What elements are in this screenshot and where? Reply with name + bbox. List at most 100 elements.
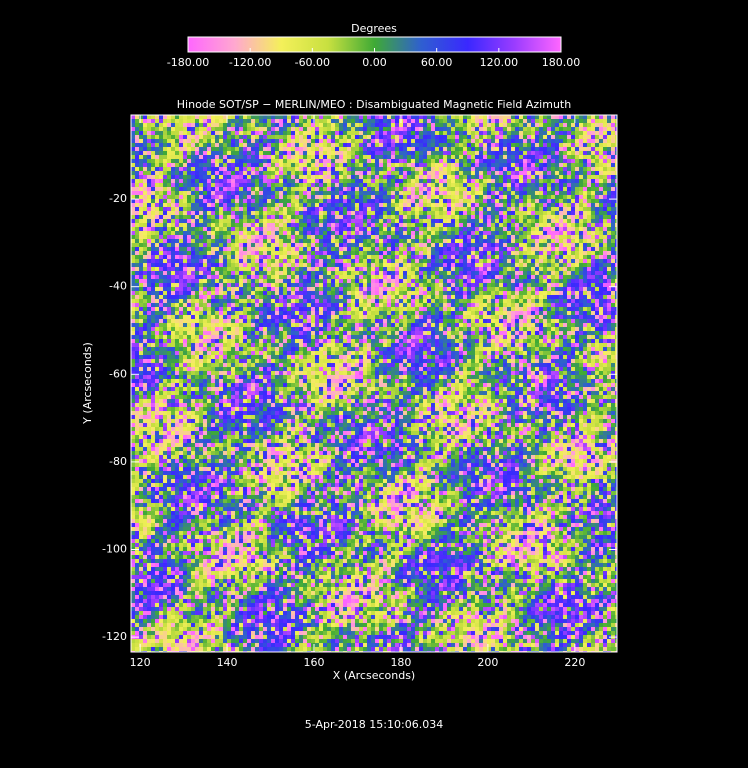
map-cell: [159, 211, 163, 215]
map-cell: [295, 115, 299, 119]
map-cell: [471, 187, 475, 191]
map-cell: [307, 219, 311, 223]
map-cell: [323, 211, 327, 215]
map-cell: [395, 135, 399, 139]
map-cell: [323, 199, 327, 203]
map-cell: [563, 231, 567, 235]
map-cell: [247, 187, 251, 191]
map-cell: [315, 243, 319, 247]
map-cell: [607, 191, 611, 195]
map-cell: [131, 195, 135, 199]
map-cell: [163, 211, 167, 215]
map-cell: [335, 251, 339, 255]
map-cell: [559, 195, 563, 199]
map-cell: [427, 207, 431, 211]
map-cell: [211, 163, 215, 167]
map-cell: [371, 203, 375, 207]
map-cell: [447, 167, 451, 171]
map-cell: [375, 215, 379, 219]
map-cell: [287, 143, 291, 147]
map-cell: [255, 159, 259, 163]
map-cell: [279, 227, 283, 231]
map-cell: [311, 131, 315, 135]
map-cell: [223, 171, 227, 175]
map-cell: [603, 171, 607, 175]
map-cell: [535, 207, 539, 211]
map-cell: [335, 223, 339, 227]
map-cell: [275, 135, 279, 139]
map-cell: [607, 179, 611, 183]
map-cell: [563, 251, 567, 255]
map-cell: [599, 131, 603, 135]
map-cell: [415, 167, 419, 171]
map-cell: [467, 163, 471, 167]
map-cell: [599, 171, 603, 175]
map-cell: [279, 239, 283, 243]
map-cell: [343, 195, 347, 199]
map-cell: [583, 263, 587, 267]
map-cell: [475, 191, 479, 195]
map-cell: [367, 207, 371, 211]
map-cell: [143, 195, 147, 199]
map-cell: [603, 135, 607, 139]
map-cell: [183, 227, 187, 231]
map-cell: [323, 195, 327, 199]
map-cell: [443, 247, 447, 251]
map-cell: [511, 135, 515, 139]
map-cell: [559, 159, 563, 163]
map-cell: [255, 123, 259, 127]
map-cell: [407, 159, 411, 163]
map-cell: [251, 223, 255, 227]
map-cell: [147, 263, 151, 267]
map-cell: [431, 163, 435, 167]
map-cell: [391, 187, 395, 191]
map-cell: [339, 123, 343, 127]
map-cell: [367, 127, 371, 131]
map-cell: [387, 271, 391, 275]
map-cell: [319, 219, 323, 223]
map-cell: [443, 191, 447, 195]
map-cell: [571, 231, 575, 235]
map-cell: [583, 127, 587, 131]
map-cell: [179, 259, 183, 263]
map-cell: [239, 139, 243, 143]
map-cell: [555, 223, 559, 227]
map-cell: [539, 207, 543, 211]
map-cell: [579, 167, 583, 171]
map-cell: [323, 223, 327, 227]
map-cell: [579, 219, 583, 223]
map-cell: [567, 159, 571, 163]
map-cell: [587, 219, 591, 223]
map-cell: [171, 175, 175, 179]
map-cell: [255, 179, 259, 183]
map-cell: [519, 119, 523, 123]
map-cell: [255, 195, 259, 199]
map-cell: [287, 115, 291, 119]
map-cell: [371, 127, 375, 131]
map-cell: [439, 151, 443, 155]
map-cell: [547, 255, 551, 259]
map-cell: [183, 263, 187, 267]
map-cell: [331, 247, 335, 251]
map-cell: [451, 243, 455, 247]
map-cell: [151, 195, 155, 199]
map-cell: [347, 175, 351, 179]
map-cell: [307, 143, 311, 147]
map-cell: [155, 179, 159, 183]
map-cell: [227, 143, 231, 147]
map-cell: [235, 227, 239, 231]
map-cell: [507, 227, 511, 231]
map-cell: [315, 251, 319, 255]
map-cell: [463, 271, 467, 275]
map-cell: [403, 263, 407, 267]
map-cell: [455, 199, 459, 203]
map-cell: [391, 171, 395, 175]
map-cell: [367, 211, 371, 215]
map-cell: [223, 155, 227, 159]
map-cell: [599, 271, 603, 275]
map-cell: [403, 191, 407, 195]
map-cell: [215, 123, 219, 127]
map-cell: [179, 151, 183, 155]
map-cell: [339, 235, 343, 239]
map-cell: [295, 271, 299, 275]
